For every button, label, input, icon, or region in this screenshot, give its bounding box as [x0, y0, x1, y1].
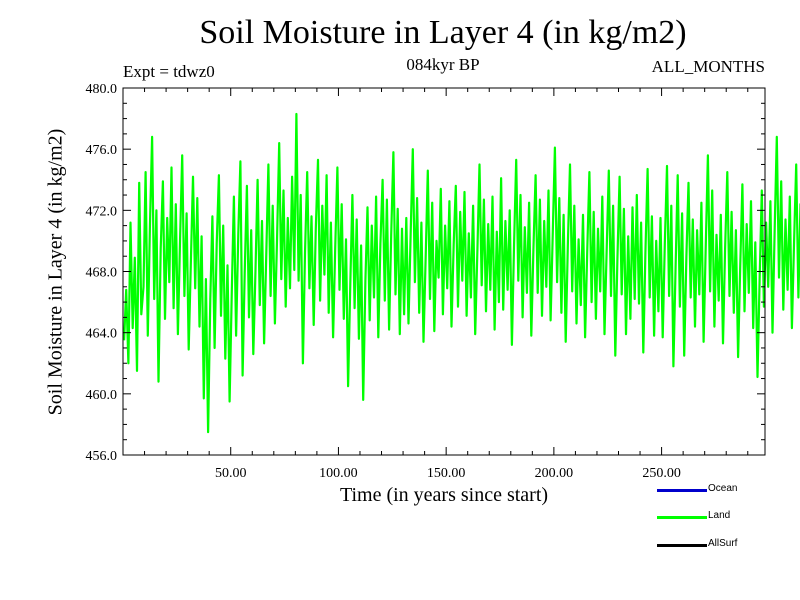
x-tick-label: 150.00 — [427, 466, 466, 481]
legend-swatch-land — [657, 516, 707, 519]
x-tick-label: 100.00 — [319, 466, 358, 481]
x-tick-label: 50.00 — [215, 466, 247, 481]
legend-label-allsurf: AllSurf — [708, 538, 738, 549]
x-axis-label: Time (in years since start) — [339, 484, 549, 506]
y-axis-label: Soil Moisture in Layer 4 (in kg/m2) — [44, 128, 67, 416]
x-tick-label: 250.00 — [642, 466, 681, 481]
legend-swatch-ocean — [657, 489, 707, 492]
y-tick-label: 480.0 — [86, 82, 118, 97]
y-tick-label: 468.0 — [86, 266, 118, 281]
legend-label-ocean: Ocean — [708, 483, 738, 494]
y-tick-label: 476.0 — [86, 143, 118, 158]
chart-title: Soil Moisture in Layer 4 (in kg/m2) — [199, 14, 687, 51]
y-tick-label: 460.0 — [86, 388, 118, 403]
series-line-land — [123, 112, 800, 434]
y-tick-label: 472.0 — [86, 204, 118, 219]
legend-label-land: Land — [708, 510, 731, 521]
period-label: ALL_MONTHS — [651, 57, 765, 76]
experiment-label: Expt = tdwz0 — [123, 62, 215, 81]
chart-subtitle: 084kyr BP — [406, 55, 480, 74]
y-tick-label: 464.0 — [86, 327, 118, 342]
legend-swatch-allsurf — [657, 544, 707, 547]
x-tick-label: 200.00 — [535, 466, 574, 481]
y-tick-label: 456.0 — [86, 449, 118, 464]
